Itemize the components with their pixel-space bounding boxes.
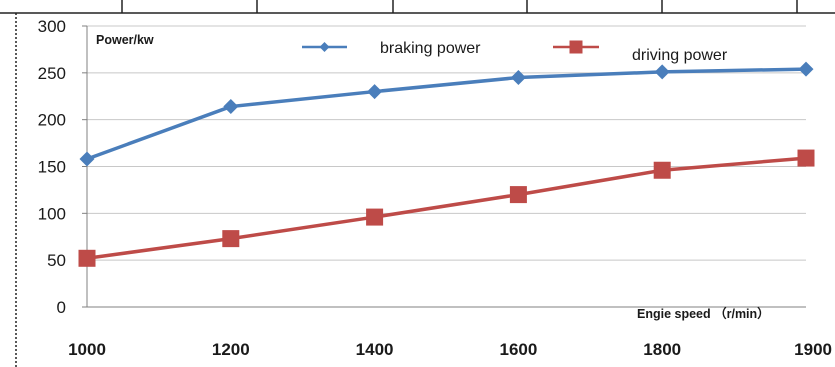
data-point-driving-power (797, 149, 815, 167)
y-tick-label: 0 (57, 298, 66, 317)
data-point-driving-power (366, 208, 384, 226)
y-tick-label: 100 (38, 204, 66, 223)
x-tick-label: 1400 (356, 340, 394, 359)
series-braking-power (79, 61, 814, 167)
y-tick-label: 300 (38, 17, 66, 36)
series-line-driving-power (86, 156, 807, 261)
y-tick-label: 150 (38, 158, 66, 177)
x-tick-label: 1900 (794, 340, 832, 359)
data-point-braking-power (367, 84, 383, 100)
series (78, 61, 815, 267)
legend-label-braking-power: braking power (380, 40, 481, 57)
data-point-braking-power (654, 64, 670, 80)
legend-label-driving-power: driving power (632, 47, 728, 64)
data-point-braking-power (798, 61, 814, 77)
y-tick-label: 200 (38, 111, 66, 130)
series-line-braking-power (86, 67, 807, 161)
data-point-driving-power (78, 249, 96, 267)
data-point-braking-power (510, 70, 526, 86)
legend-item-braking-power: braking power (302, 40, 481, 57)
legend: braking power driving power (302, 40, 728, 64)
y-tick-labels: 0 50 100 150 200 250 300 (38, 17, 66, 317)
x-axis-label: Engie speed （r/min） (637, 306, 770, 321)
legend-marker-braking-power (319, 42, 330, 52)
series-driving-power (78, 149, 815, 267)
data-point-driving-power (509, 186, 527, 204)
legend-marker-driving-power (569, 40, 583, 54)
x-tick-label: 1000 (68, 340, 106, 359)
x-tick-label: 1600 (499, 340, 537, 359)
y-axis-label: Power/kw (96, 33, 154, 47)
x-tick-label: 1200 (212, 340, 250, 359)
data-point-braking-power (223, 99, 239, 115)
data-point-driving-power (222, 230, 240, 248)
data-point-driving-power (653, 161, 671, 179)
y-tick-label: 250 (38, 64, 66, 83)
x-tick-label: 1800 (643, 340, 681, 359)
x-tick-labels: 1000 1200 1400 1600 1800 1900 (68, 340, 832, 359)
legend-item-driving-power: driving power (553, 40, 728, 64)
data-point-braking-power (79, 151, 95, 167)
y-tick-label: 50 (47, 251, 66, 270)
